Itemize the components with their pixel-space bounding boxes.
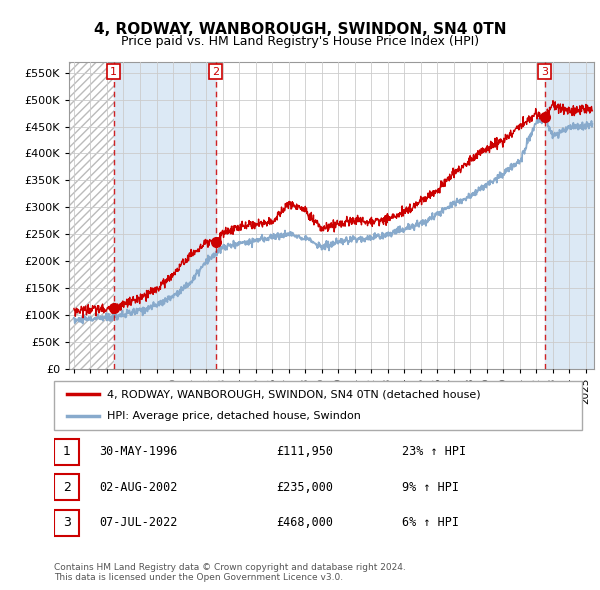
Text: Price paid vs. HM Land Registry's House Price Index (HPI): Price paid vs. HM Land Registry's House … [121, 35, 479, 48]
Text: 3: 3 [541, 67, 548, 77]
Text: 2: 2 [63, 481, 71, 494]
Text: 30-MAY-1996: 30-MAY-1996 [99, 445, 177, 458]
Text: 2: 2 [212, 67, 219, 77]
Bar [69, 62, 114, 369]
Bar [114, 62, 215, 369]
Text: 4, RODWAY, WANBOROUGH, SWINDON, SN4 0TN (detached house): 4, RODWAY, WANBOROUGH, SWINDON, SN4 0TN … [107, 389, 481, 399]
Text: £111,950: £111,950 [276, 445, 333, 458]
FancyBboxPatch shape [54, 381, 582, 430]
Text: HPI: Average price, detached house, Swindon: HPI: Average price, detached house, Swin… [107, 411, 361, 421]
Text: 6% ↑ HPI: 6% ↑ HPI [403, 516, 460, 529]
Text: £235,000: £235,000 [276, 481, 333, 494]
Text: 9% ↑ HPI: 9% ↑ HPI [403, 481, 460, 494]
Text: 02-AUG-2002: 02-AUG-2002 [99, 481, 177, 494]
Text: 23% ↑ HPI: 23% ↑ HPI [403, 445, 467, 458]
Text: 1: 1 [63, 445, 71, 458]
FancyBboxPatch shape [54, 474, 79, 500]
Text: 4, RODWAY, WANBOROUGH, SWINDON, SN4 0TN: 4, RODWAY, WANBOROUGH, SWINDON, SN4 0TN [94, 22, 506, 37]
Text: 3: 3 [63, 516, 71, 529]
Text: 1: 1 [110, 67, 117, 77]
Bar [545, 62, 594, 369]
FancyBboxPatch shape [54, 439, 79, 465]
Text: Contains HM Land Registry data © Crown copyright and database right 2024.
This d: Contains HM Land Registry data © Crown c… [54, 563, 406, 582]
Bar [69, 62, 114, 369]
FancyBboxPatch shape [54, 510, 79, 536]
Text: 07-JUL-2022: 07-JUL-2022 [99, 516, 177, 529]
Text: £468,000: £468,000 [276, 516, 333, 529]
